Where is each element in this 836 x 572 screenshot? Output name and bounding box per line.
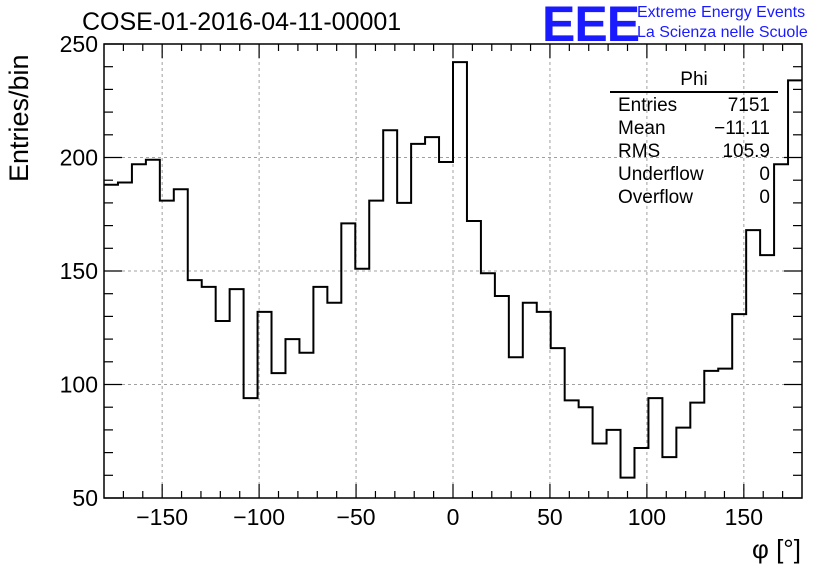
x-tick-label: 0 — [447, 504, 460, 530]
axis-ticks — [104, 43, 802, 499]
stats-value: 7151 — [727, 95, 770, 116]
stats-title: Phi — [610, 70, 778, 93]
stats-value: 0 — [759, 164, 770, 185]
y-axis-label: Entries/bin — [4, 54, 34, 182]
x-tick-label: −100 — [233, 504, 285, 530]
stats-label: RMS — [618, 141, 661, 162]
x-tick-label: 50 — [537, 504, 563, 530]
logo-caption-line2: La Scienza nelle Scuole — [637, 24, 808, 41]
logo-caption: Extreme Energy Events La Scienza nelle S… — [637, 3, 808, 43]
stats-row-rms: RMS 105.9 — [610, 140, 778, 163]
eee-logo: EEE — [542, 0, 640, 52]
stats-row-mean: Mean −11.11 — [610, 117, 778, 140]
chart-title: COSE-01-2016-04-11-00001 — [82, 8, 402, 36]
logo-caption-line1: Extreme Energy Events — [637, 4, 806, 21]
axis-tick-labels: −150 −100 −50 0 50 100 150 50 100 150 200 250 — [60, 31, 763, 530]
stats-label: Entries — [618, 95, 678, 116]
y-tick-label: 100 — [60, 372, 98, 398]
x-tick-label: −50 — [337, 504, 376, 530]
stats-value: 105.9 — [722, 141, 770, 162]
stats-row-underflow: Underflow 0 — [610, 163, 778, 186]
stats-label: Mean — [618, 118, 666, 139]
stats-label: Overflow — [618, 187, 693, 208]
stats-value: 0 — [759, 187, 770, 208]
y-tick-label: 200 — [60, 145, 98, 171]
x-tick-label: 100 — [628, 504, 666, 530]
x-tick-label: 150 — [725, 504, 763, 530]
x-axis-label: φ [°] — [752, 534, 801, 564]
stats-box: Phi Entries 7151 Mean −11.11 RMS 105.9 U… — [610, 70, 778, 209]
stats-value: −11.11 — [714, 118, 770, 139]
y-tick-label: 250 — [60, 31, 98, 57]
y-tick-label: 50 — [72, 485, 98, 511]
x-tick-label: −150 — [136, 504, 188, 530]
y-tick-label: 150 — [60, 258, 98, 284]
histogram-line — [104, 61, 802, 479]
stats-row-entries: Entries 7151 — [610, 94, 778, 117]
stats-label: Underflow — [618, 164, 704, 185]
stats-row-overflow: Overflow 0 — [610, 186, 778, 209]
